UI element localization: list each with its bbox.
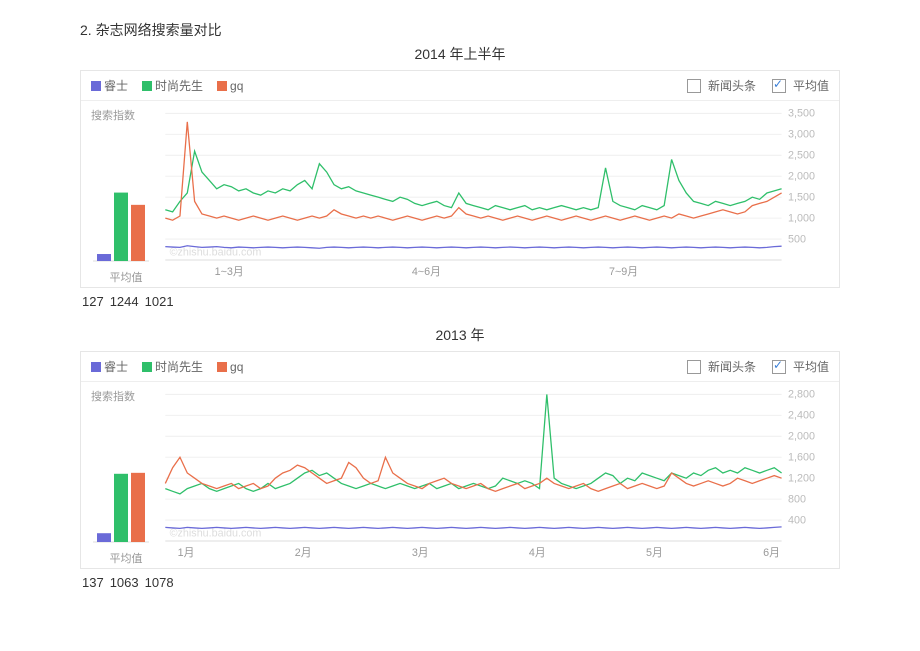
legend-item-ruishi: 睿士 (91, 77, 128, 94)
svg-text:6月: 6月 (763, 547, 780, 559)
avg-bar-shishang (114, 193, 128, 261)
section-title: 2. 杂志网络搜索量对比 (80, 20, 840, 40)
svg-text:4月: 4月 (529, 547, 546, 559)
svg-text:©zhishu.baidu.com: ©zhishu.baidu.com (170, 247, 262, 259)
avg-bar-gq (131, 205, 145, 261)
svg-text:1,200: 1,200 (788, 472, 815, 484)
svg-text:3月: 3月 (412, 547, 429, 559)
avg-caption: 平均值 (91, 550, 161, 566)
plot-2014: 500 1,000 1,500 2,000 2,500 3,000 3,500 ©zhishu… (161, 107, 829, 285)
legend-row: 睿士 时尚先生 gq 新闻头条 平均值 (81, 71, 839, 101)
legend-swatch-shishang (142, 362, 152, 372)
legend-label-shishang: 时尚先生 (155, 358, 203, 375)
svg-text:400: 400 (788, 514, 806, 526)
legend-swatch-shishang (142, 81, 152, 91)
checkbox-news[interactable] (687, 360, 701, 374)
legend-label-gq: gq (230, 79, 243, 93)
plot-2013: 400 800 1,200 1,600 2,000 2,400 2,800 ©zhishu.b… (161, 388, 829, 566)
avg-value: 1078 (145, 575, 174, 590)
avg-bar-ruishi (97, 254, 111, 261)
avg-value: 1244 (110, 294, 139, 309)
avg-value: 1063 (110, 575, 139, 590)
svg-text:2,000: 2,000 (788, 170, 815, 182)
y-axis-title: 搜索指数 (91, 388, 161, 404)
svg-text:1,000: 1,000 (788, 212, 815, 224)
avg-panel-2013: 搜索指数 平均值 (91, 388, 161, 566)
svg-text:3,500: 3,500 (788, 108, 815, 120)
legend-label-gq: gq (230, 360, 243, 374)
legend-swatch-ruishi (91, 81, 101, 91)
svg-text:800: 800 (788, 493, 806, 505)
checkbox-avg-label: 平均值 (793, 358, 829, 375)
avg-value: 137 (82, 575, 104, 590)
legend-row: 睿士 时尚先生 gq 新闻头条 平均值 (81, 352, 839, 382)
chart-title-2014: 2014 年上半年 (80, 44, 840, 64)
chart-block-2014: 睿士 时尚先生 gq 新闻头条 平均值 搜索指数 平均值 500 1,000 1,500… (80, 70, 840, 288)
svg-text:1月: 1月 (178, 547, 195, 559)
checkbox-avg[interactable] (772, 79, 786, 93)
svg-text:2,500: 2,500 (788, 150, 815, 162)
legend-item-gq: gq (217, 360, 243, 374)
series-gq (165, 457, 781, 491)
avg-bar-shishang (114, 474, 128, 542)
y-axis-title: 搜索指数 (91, 107, 161, 123)
legend-swatch-gq (217, 362, 227, 372)
legend-item-gq: gq (217, 79, 243, 93)
avg-caption: 平均值 (91, 269, 161, 285)
avg-values-2013: 137 1063 1078 (82, 575, 840, 590)
chart-title-2013: 2013 年 (80, 325, 840, 345)
svg-text:5月: 5月 (646, 547, 663, 559)
svg-text:3,000: 3,000 (788, 129, 815, 141)
legend-item-shishang: 时尚先生 (142, 358, 203, 375)
legend-item-shishang: 时尚先生 (142, 77, 203, 94)
avg-bar-gq (131, 473, 145, 542)
avg-value: 127 (82, 294, 104, 309)
legend-swatch-gq (217, 81, 227, 91)
svg-text:2,800: 2,800 (788, 389, 815, 401)
chart-block-2013: 睿士 时尚先生 gq 新闻头条 平均值 搜索指数 平均值 400 800 1,200 1,… (80, 351, 840, 569)
series-shishang (165, 394, 781, 493)
legend-label-ruishi: 睿士 (104, 77, 128, 94)
svg-text:500: 500 (788, 233, 806, 245)
checkbox-news[interactable] (687, 79, 701, 93)
series-shishang (165, 151, 781, 212)
svg-text:1,600: 1,600 (788, 451, 815, 463)
legend-item-ruishi: 睿士 (91, 358, 128, 375)
svg-text:2,000: 2,000 (788, 431, 815, 443)
checkbox-avg-label: 平均值 (793, 77, 829, 94)
avg-bar-ruishi (97, 533, 111, 542)
legend-swatch-ruishi (91, 362, 101, 372)
legend-label-ruishi: 睿士 (104, 358, 128, 375)
svg-text:4~6月: 4~6月 (412, 266, 441, 278)
avg-values-2014: 127 1244 1021 (82, 294, 840, 309)
svg-text:1,500: 1,500 (788, 191, 815, 203)
checkbox-avg[interactable] (772, 360, 786, 374)
avg-panel-2014: 搜索指数 平均值 (91, 107, 161, 285)
svg-text:2,400: 2,400 (788, 410, 815, 422)
svg-text:2月: 2月 (295, 547, 312, 559)
svg-text:7~9月: 7~9月 (609, 266, 638, 278)
checkbox-news-label: 新闻头条 (708, 358, 756, 375)
avg-value: 1021 (145, 294, 174, 309)
svg-text:©zhishu.baidu.com: ©zhishu.baidu.com (170, 528, 262, 540)
svg-text:1~3月: 1~3月 (215, 266, 244, 278)
checkbox-news-label: 新闻头条 (708, 77, 756, 94)
legend-label-shishang: 时尚先生 (155, 77, 203, 94)
